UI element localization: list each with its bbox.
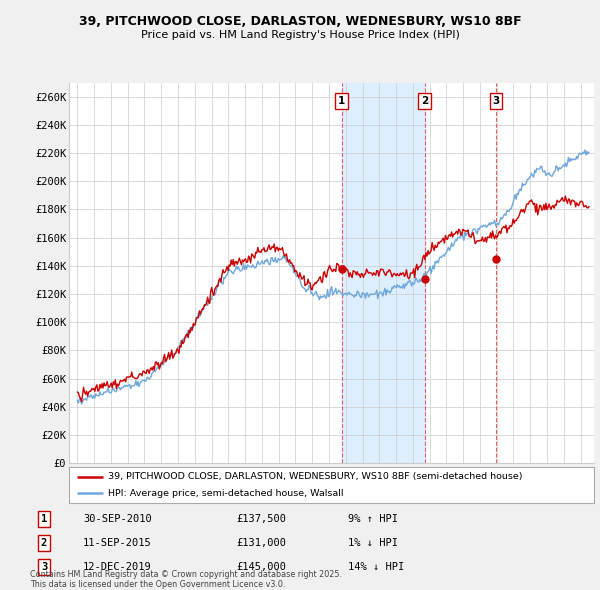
Text: 39, PITCHWOOD CLOSE, DARLASTON, WEDNESBURY, WS10 8BF: 39, PITCHWOOD CLOSE, DARLASTON, WEDNESBU… bbox=[79, 15, 521, 28]
Text: 9% ↑ HPI: 9% ↑ HPI bbox=[348, 514, 398, 524]
Text: Contains HM Land Registry data © Crown copyright and database right 2025.
This d: Contains HM Land Registry data © Crown c… bbox=[30, 570, 342, 589]
Text: 11-SEP-2015: 11-SEP-2015 bbox=[83, 538, 152, 548]
Text: HPI: Average price, semi-detached house, Walsall: HPI: Average price, semi-detached house,… bbox=[109, 489, 344, 497]
Bar bbox=[341, 83, 425, 463]
Text: £137,500: £137,500 bbox=[236, 514, 286, 524]
Text: 1: 1 bbox=[41, 514, 47, 524]
Text: Price paid vs. HM Land Registry's House Price Index (HPI): Price paid vs. HM Land Registry's House … bbox=[140, 30, 460, 40]
Text: 2: 2 bbox=[41, 538, 47, 548]
Text: 1: 1 bbox=[338, 96, 345, 106]
Text: 14% ↓ HPI: 14% ↓ HPI bbox=[348, 562, 404, 572]
Text: 12-DEC-2019: 12-DEC-2019 bbox=[83, 562, 152, 572]
Text: 30-SEP-2010: 30-SEP-2010 bbox=[83, 514, 152, 524]
Text: 1% ↓ HPI: 1% ↓ HPI bbox=[348, 538, 398, 548]
Text: 2: 2 bbox=[421, 96, 428, 106]
Text: 39, PITCHWOOD CLOSE, DARLASTON, WEDNESBURY, WS10 8BF (semi-detached house): 39, PITCHWOOD CLOSE, DARLASTON, WEDNESBU… bbox=[109, 473, 523, 481]
Text: £145,000: £145,000 bbox=[236, 562, 286, 572]
Text: £131,000: £131,000 bbox=[236, 538, 286, 548]
Text: 3: 3 bbox=[492, 96, 500, 106]
Text: 3: 3 bbox=[41, 562, 47, 572]
